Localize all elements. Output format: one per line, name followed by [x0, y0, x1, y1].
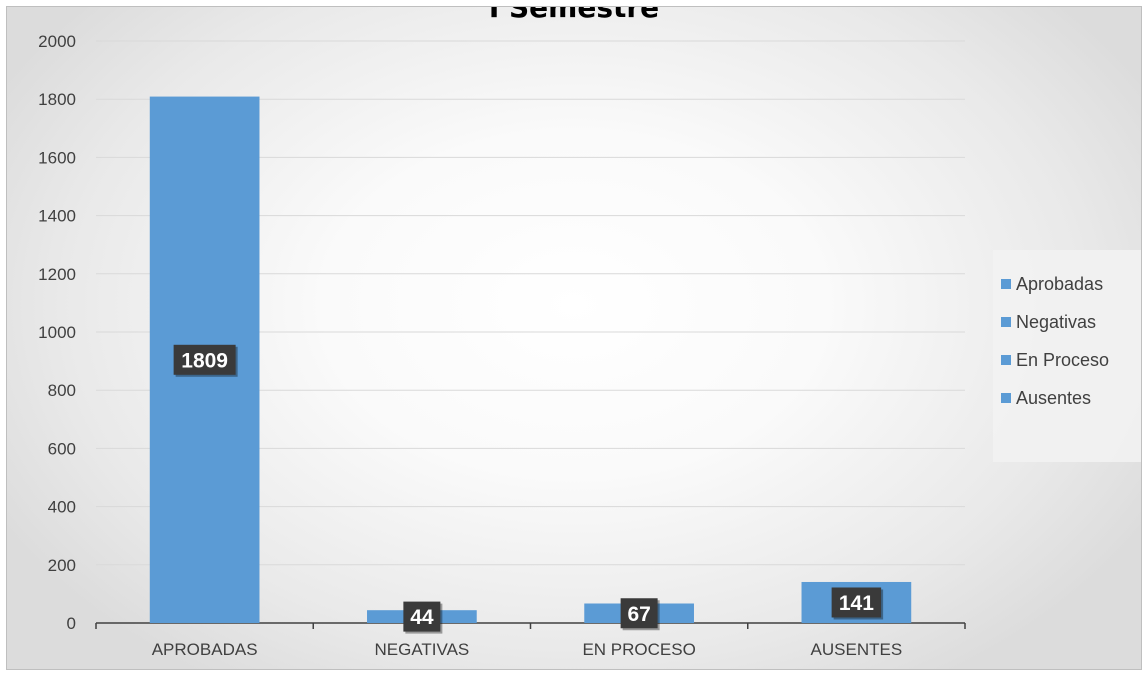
data-label: 67	[627, 603, 650, 626]
x-tick-label: AUSENTES	[811, 640, 903, 659]
data-label: 141	[839, 592, 874, 615]
x-tick-label: EN PROCESO	[582, 640, 695, 659]
legend-swatch	[1001, 393, 1011, 403]
y-tick-label: 1800	[38, 90, 76, 109]
legend-label: En Proceso	[1016, 349, 1110, 370]
y-tick-label: 1200	[38, 265, 76, 284]
y-tick-label: 1400	[38, 207, 76, 226]
data-label: 1809	[181, 349, 228, 372]
legend-label: Negativas	[1016, 311, 1097, 332]
legend-swatch	[1001, 317, 1011, 327]
x-tick-label: APROBADAS	[152, 640, 258, 659]
y-tick-label: 800	[48, 381, 76, 400]
legend-label: Ausentes	[1016, 387, 1092, 408]
x-tick-label: NEGATIVAS	[374, 640, 469, 659]
legend-label: Aprobadas	[1016, 273, 1104, 294]
legend: Aprobadas Negativas En Proceso Ausentes	[993, 250, 1141, 462]
y-tick-label: 0	[67, 614, 76, 633]
chart-title: I Semestre	[488, 6, 660, 24]
y-tick-label: 200	[48, 556, 76, 575]
legend-swatch	[1001, 279, 1011, 289]
data-label-box	[620, 598, 658, 629]
y-tick-label: 2000	[38, 32, 76, 51]
data-label-box	[403, 601, 441, 632]
chart-area: I Semestre 0 200 400 600 800 1000 1200 1400 1600…	[6, 6, 1142, 670]
chart-canvas: 0 200 400 600 800 1000 1200 1400 1600 1800 2000 APR…	[38, 32, 966, 659]
y-tick-label: 600	[48, 439, 76, 458]
data-label: 44	[410, 606, 434, 629]
legend-item: En Proceso	[993, 345, 1109, 375]
legend-swatch	[1001, 355, 1011, 365]
legend-item: Ausentes	[993, 383, 1091, 413]
data-label-box	[173, 344, 236, 375]
legend-item: Negativas	[993, 307, 1096, 337]
y-tick-label: 1600	[38, 148, 76, 167]
y-tick-label: 1000	[38, 323, 76, 342]
y-tick-label: 400	[48, 498, 76, 517]
data-label-box	[831, 587, 882, 618]
legend-item: Aprobadas	[993, 269, 1103, 299]
